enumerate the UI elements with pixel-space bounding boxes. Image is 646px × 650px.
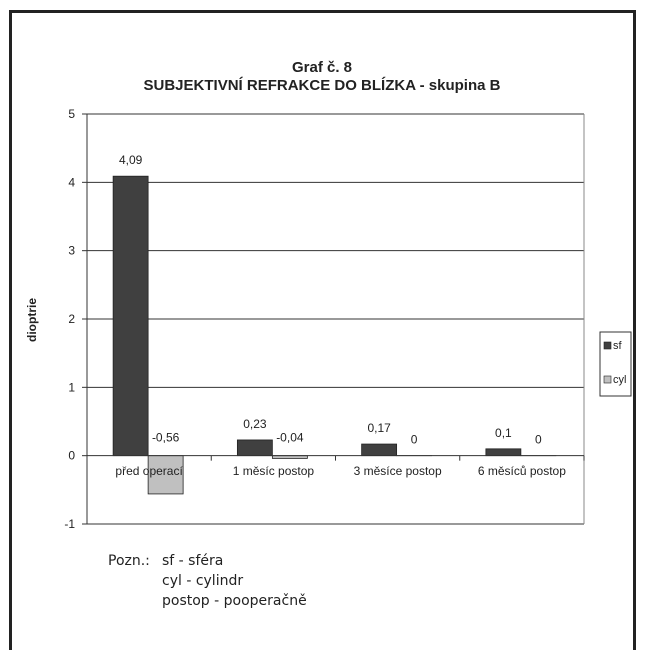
x-category-label: 3 měsíce postop xyxy=(354,464,442,478)
chart-subtitle: SUBJEKTIVNÍ REFRAKCE DO BLÍZKA - skupina… xyxy=(144,77,501,94)
y-tick-label: 5 xyxy=(68,107,75,121)
y-axis-label: dioptrie xyxy=(25,298,39,342)
y-tick-label: 0 xyxy=(68,449,75,463)
legend-label-sf: sf xyxy=(613,340,623,352)
note-line-postop: postop - pooperačně xyxy=(162,591,307,611)
notes-prefix: Pozn.: xyxy=(108,551,162,571)
data-label-sf: 0,23 xyxy=(243,417,267,431)
y-tick-label: -1 xyxy=(64,517,75,531)
data-label-sf: 0,1 xyxy=(495,426,512,440)
bar-sf xyxy=(362,444,397,456)
y-tick-label: 2 xyxy=(68,312,75,326)
note-line-cyl: cyl - cylindr xyxy=(162,571,243,591)
bar-sf xyxy=(113,176,148,455)
bar-sf xyxy=(486,449,521,456)
data-label-sf: 4,09 xyxy=(119,153,143,167)
x-category-label: 1 měsíc postop xyxy=(233,464,315,478)
legend-swatch-cyl xyxy=(604,376,611,383)
y-tick-label: 3 xyxy=(68,244,75,258)
note-line-sf: sf - sféra xyxy=(162,551,223,571)
x-category-label: 6 měsíců postop xyxy=(478,464,566,478)
x-category-label: před operací xyxy=(115,464,183,478)
y-tick-label: 1 xyxy=(68,380,75,394)
data-label-cyl: 0 xyxy=(535,433,542,447)
bar-sf xyxy=(237,440,272,456)
chart-title: Graf č. 8 xyxy=(292,59,352,76)
data-label-sf: 0,17 xyxy=(367,421,391,435)
data-label-cyl: -0,04 xyxy=(276,431,304,445)
y-tick-label: 4 xyxy=(68,175,75,189)
notes-block: Pozn.: sf - sféra cyl - cylindr postop -… xyxy=(108,551,307,611)
legend-swatch-sf xyxy=(604,342,611,349)
data-label-cyl: -0,56 xyxy=(152,431,180,445)
data-label-cyl: 0 xyxy=(411,433,418,447)
legend-label-cyl: cyl xyxy=(613,374,626,386)
